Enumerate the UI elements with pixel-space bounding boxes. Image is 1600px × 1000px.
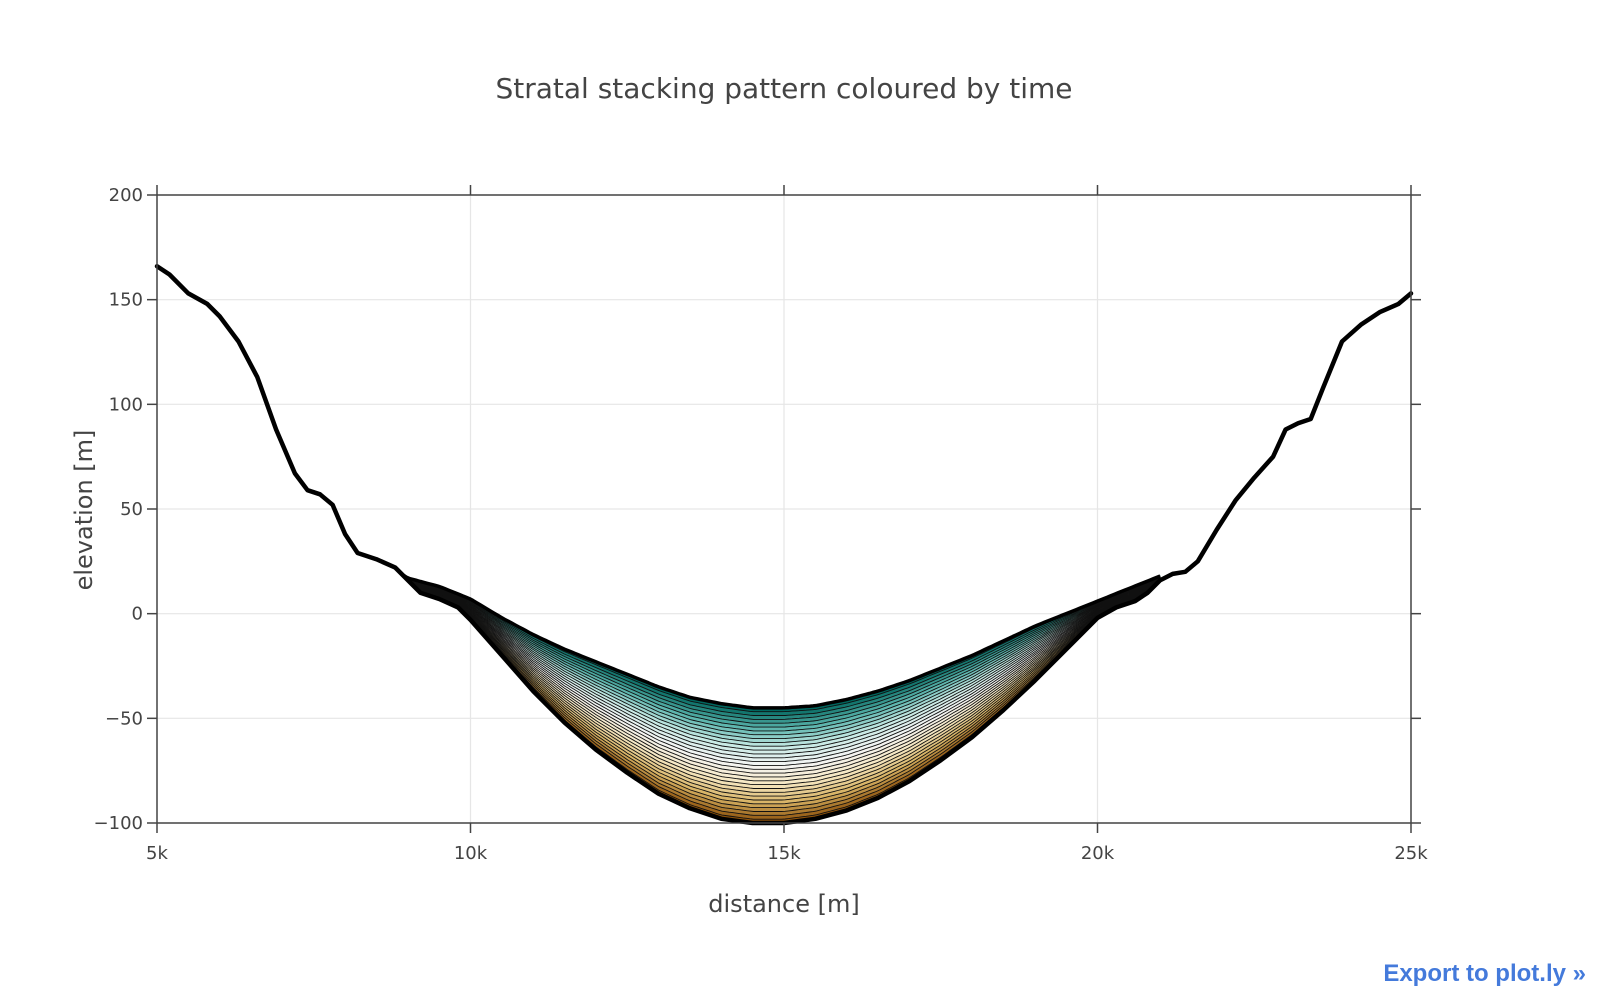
strata-boundary-line	[388, 564, 1161, 751]
basement-line	[154, 263, 1414, 826]
y-tick-label: 200	[109, 185, 143, 206]
strata-boundary-line	[388, 564, 1161, 812]
strata-boundary-line	[388, 564, 1161, 755]
strata-boundary-line	[388, 564, 1161, 782]
y-axis-title: elevation [m]	[70, 430, 98, 591]
strata-boundary-line	[388, 564, 1161, 774]
strata-boundary-line	[388, 564, 1161, 770]
top-surface-line	[388, 563, 1161, 710]
y-tick-label: 150	[109, 290, 143, 311]
strata-boundary-line	[388, 564, 1161, 728]
y-tick-label: 100	[109, 394, 143, 415]
x-tick-label: 25k	[1394, 843, 1428, 864]
y-tick-label: 0	[132, 604, 143, 625]
strata-boundary-line	[388, 564, 1161, 809]
strata-boundary-line	[388, 564, 1161, 789]
strata-boundary-line	[388, 564, 1161, 716]
x-tick-label: 10k	[454, 843, 488, 864]
strata-boundary-line	[388, 564, 1161, 801]
strata-boundary-line	[388, 564, 1161, 743]
strata-boundary-line	[388, 564, 1161, 732]
strata-boundary-line	[388, 564, 1161, 766]
strata-boundary-line	[388, 564, 1161, 793]
strata-boundary-lines	[154, 263, 1414, 826]
strata-boundary-line	[388, 564, 1161, 724]
x-axis-title: distance [m]	[708, 890, 859, 918]
chart-title: Stratal stacking pattern coloured by tim…	[495, 72, 1072, 105]
strata-boundary-line	[388, 564, 1161, 740]
strata-boundary-line	[388, 564, 1161, 747]
strata-boundary-line	[388, 564, 1161, 778]
y-tick-label: 50	[120, 499, 143, 520]
y-tick-label: −100	[94, 813, 143, 834]
strata-boundary-line	[388, 564, 1161, 759]
strata-boundary-line	[388, 564, 1161, 763]
x-tick-label: 20k	[1081, 843, 1115, 864]
strata-boundary-line	[388, 564, 1161, 797]
strata-boundary-line	[388, 564, 1161, 736]
export-to-plotly-link[interactable]: Export to plot.ly »	[1383, 960, 1586, 987]
strata-boundary-line	[388, 564, 1161, 805]
axis-ticks: −100 −50 0 50 100 150 200 5k 10k 15k 20k 25k	[94, 185, 1428, 864]
strata-boundary-line	[388, 564, 1161, 786]
x-tick-label: 15k	[767, 843, 801, 864]
x-tick-label: 5k	[146, 843, 168, 864]
y-tick-label: −50	[105, 708, 143, 729]
strata-boundary-line	[388, 564, 1161, 720]
